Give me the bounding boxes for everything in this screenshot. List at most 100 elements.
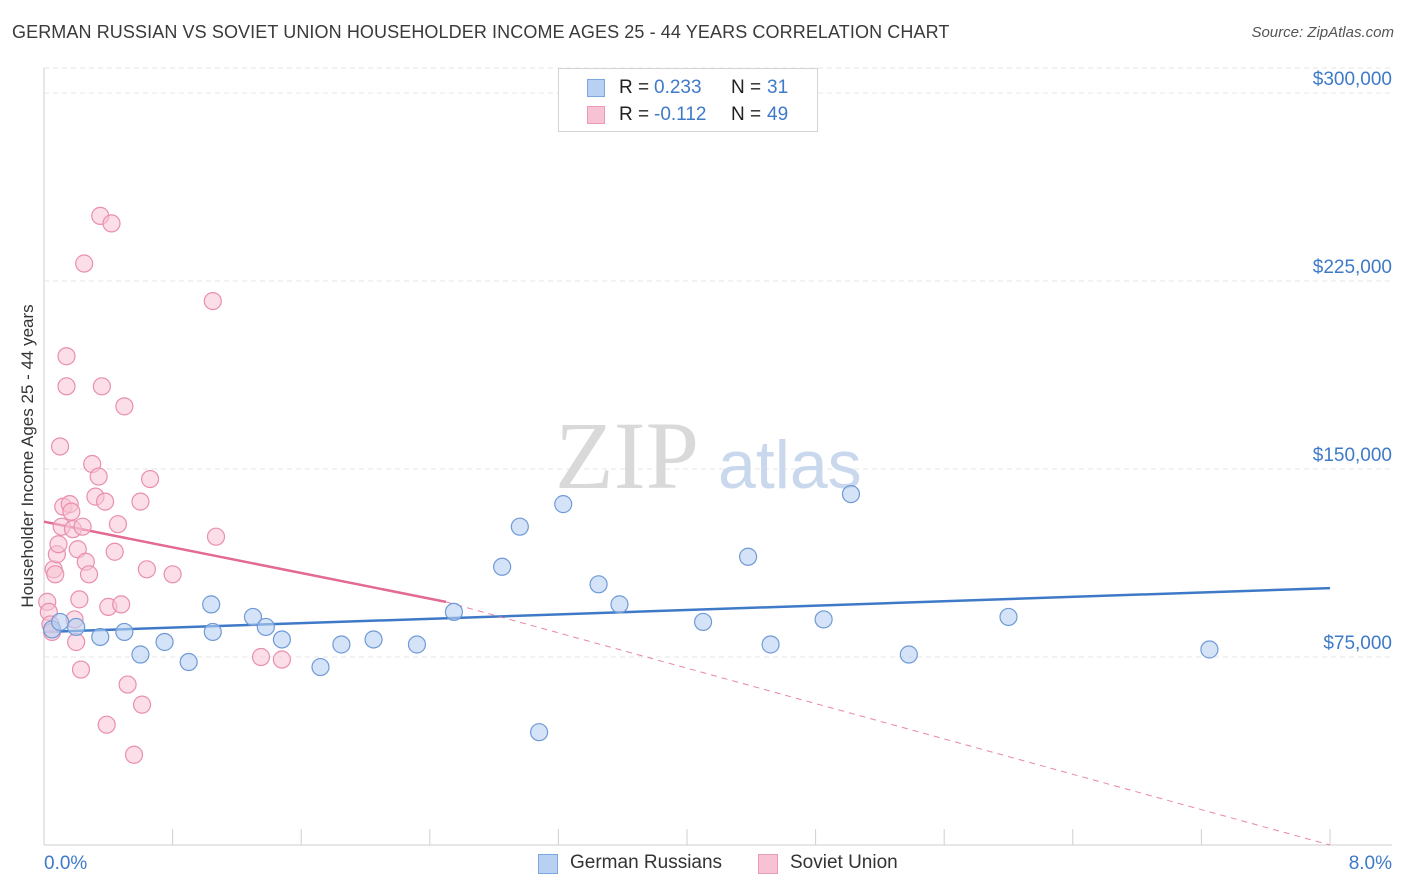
german-russians-points	[42, 484, 1219, 742]
soviet-union-point	[92, 377, 111, 396]
soviet-union-point	[75, 254, 94, 273]
soviet-union-point	[140, 469, 160, 489]
german-russians-point	[1200, 640, 1219, 659]
soviet-union-point	[251, 647, 271, 667]
y-tick-label: $75,000	[1323, 633, 1392, 654]
y-tick-label: $225,000	[1313, 257, 1392, 278]
bottom-legend-label: German Russians	[570, 852, 723, 873]
legend-r-value: 0.233	[654, 77, 702, 98]
german-russians-point	[999, 607, 1018, 627]
soviet-union-points	[38, 206, 292, 764]
legend-n-label: N =	[731, 104, 762, 125]
german-russians-point	[243, 607, 263, 627]
y-axis-label: Householder Income Ages 25 - 44 years	[18, 304, 37, 607]
german-russians-point	[131, 645, 150, 664]
german-russians-point	[115, 622, 134, 642]
german-russians-point	[589, 575, 608, 594]
german-russians-point	[332, 635, 351, 654]
soviet-union-point	[108, 515, 128, 534]
bottom-legend-label: Soviet Union	[790, 852, 898, 873]
german-russians-point	[554, 495, 573, 514]
german-russians-point	[67, 617, 86, 637]
trend-layer	[43, 520, 1331, 846]
x-tick-label-max: 8.0%	[1349, 853, 1392, 874]
german-russians-trendline	[43, 586, 1331, 634]
watermark-atlas: atlas	[718, 427, 862, 503]
legend-row-soviet-union: R = -0.112 N = 49	[559, 102, 817, 128]
chart-title: GERMAN RUSSIAN VS SOVIET UNION HOUSEHOLD…	[12, 22, 950, 42]
soviet-union-point	[272, 650, 292, 669]
german-russians-point	[530, 723, 549, 742]
legend-swatch-blue	[587, 79, 605, 97]
soviet-union-point	[57, 347, 76, 366]
bottom-legend-swatch-blue	[538, 854, 558, 874]
legend-r-value: -0.112	[654, 104, 707, 125]
german-russians-point	[738, 547, 758, 566]
soviet-union-point	[112, 595, 131, 614]
soviet-union-point	[71, 660, 91, 679]
x-tick-marks	[172, 829, 1331, 845]
german-russians-point	[407, 635, 427, 654]
german-russians-point	[693, 612, 713, 632]
bottom-legend-swatch-pink	[758, 854, 778, 874]
soviet-union-point	[132, 695, 152, 714]
german-russians-point	[155, 632, 174, 652]
soviet-union-point	[163, 565, 182, 584]
soviet-union-point	[118, 675, 137, 694]
soviet-union-point	[97, 715, 116, 734]
soviet-union-point	[206, 527, 226, 546]
soviet-union-point	[70, 590, 89, 609]
soviet-union-point	[131, 492, 150, 511]
soviet-union-point	[105, 542, 124, 561]
soviet-union-point	[49, 535, 68, 554]
source-label: Source: ZipAtlas.com	[1251, 24, 1394, 41]
soviet-union-point	[137, 560, 156, 579]
german-russians-point	[272, 630, 292, 649]
german-russians-point	[179, 652, 198, 672]
german-russians-point	[841, 484, 861, 504]
y-tick-label: $150,000	[1313, 445, 1392, 466]
german-russians-point	[899, 645, 918, 664]
soviet-union-point	[57, 377, 76, 396]
german-russians-point	[493, 557, 512, 576]
german-russians-point	[203, 622, 222, 642]
legend-n-label: N =	[731, 77, 762, 98]
soviet-union-point	[73, 517, 92, 536]
legend-r-label: R =	[619, 77, 650, 98]
soviet-union-point	[95, 492, 115, 511]
y-tick-labels: $75,000 $150,000 $225,000 $300,000	[1313, 69, 1392, 654]
legend-r-label: R =	[619, 104, 650, 125]
german-russians-point	[50, 612, 70, 632]
soviet-union-point	[115, 397, 134, 416]
german-russians-point	[444, 602, 464, 622]
german-russians-point	[311, 657, 330, 677]
x-tick-label-min: 0.0%	[44, 853, 87, 874]
german-russians-point	[814, 610, 833, 629]
soviet-union-point	[79, 565, 99, 584]
german-russians-point	[202, 595, 221, 614]
soviet-union-point	[50, 437, 70, 456]
watermark-zip: ZIP	[555, 402, 699, 509]
soviet-union-point	[124, 745, 144, 764]
german-russians-point	[91, 627, 110, 647]
german-russians-point	[510, 517, 529, 536]
correlation-legend: R = 0.233 N = 31 R = -0.112 N = 49	[558, 68, 818, 132]
soviet-union-trendline	[43, 520, 447, 604]
legend-n-value: 49	[767, 104, 789, 125]
soviet-union-point	[89, 467, 108, 486]
grid-layer	[44, 67, 1392, 658]
legend-n-value: 31	[767, 77, 789, 98]
soviet-union-point	[62, 502, 81, 521]
soviet-union-point	[203, 292, 222, 311]
y-tick-label: $300,000	[1313, 69, 1392, 90]
german-russians-point	[256, 617, 275, 637]
german-russians-point	[761, 635, 780, 654]
soviet-union-point	[46, 565, 65, 584]
german-russians-point	[610, 595, 629, 614]
soviet-union-point	[102, 214, 121, 233]
german-russians-point	[364, 630, 383, 649]
soviet-union-trendline-extension	[445, 601, 1331, 846]
legend-row-german-russians: R = 0.233 N = 31	[559, 75, 817, 101]
legend-swatch-pink	[587, 106, 605, 124]
